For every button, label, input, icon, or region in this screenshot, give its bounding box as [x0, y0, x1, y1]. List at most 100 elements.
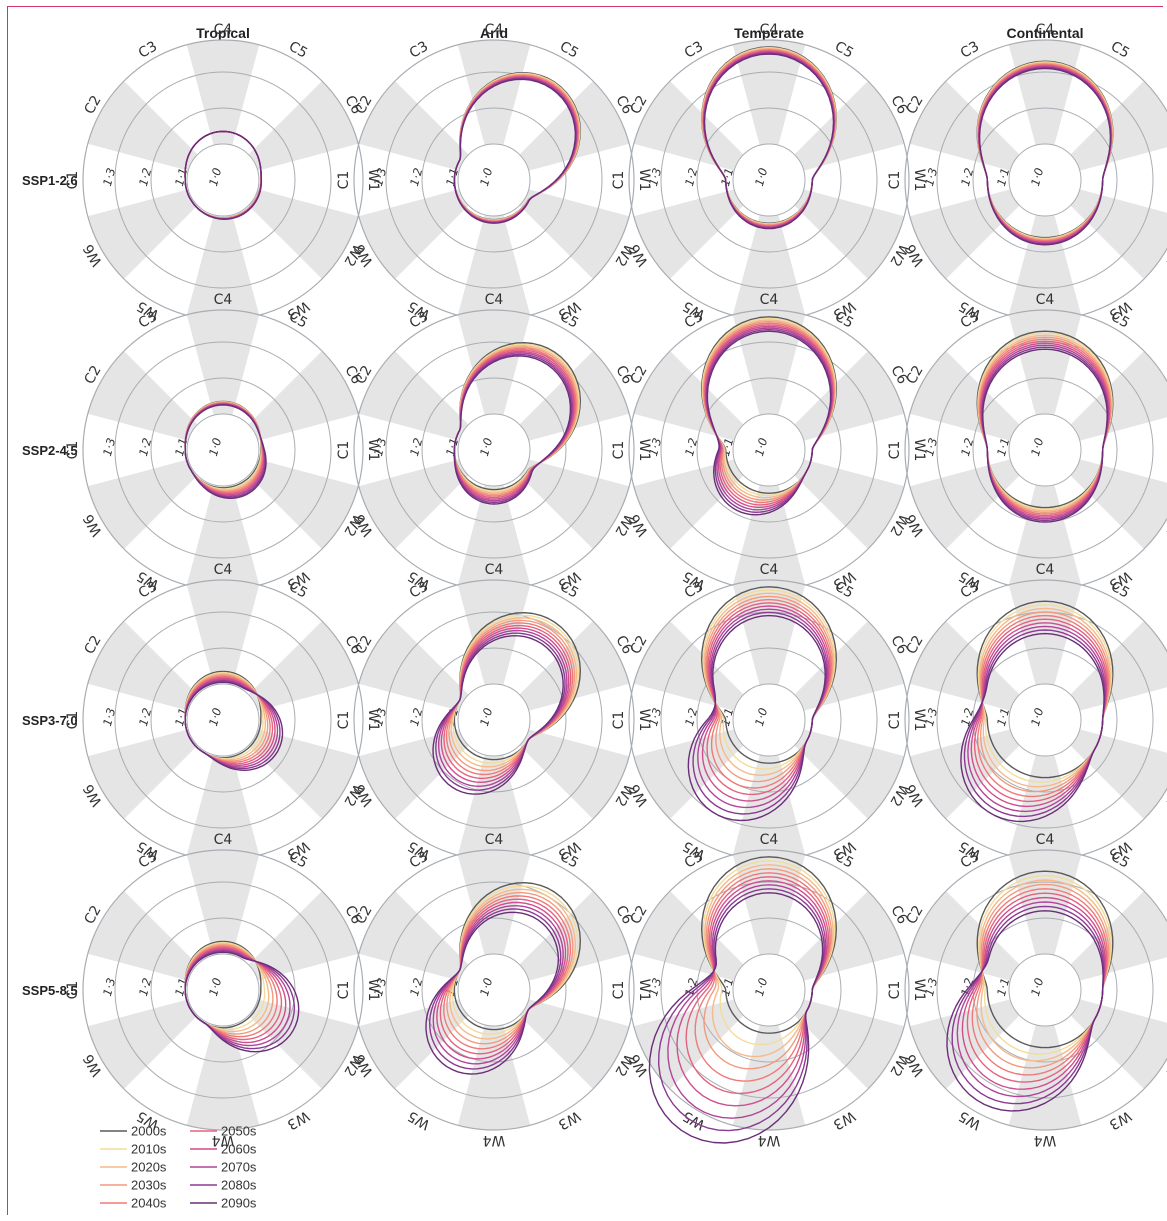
series-line-2000s [701, 586, 837, 764]
radial-tick-label: 1·3 [371, 976, 389, 997]
grid-circle [936, 341, 1154, 559]
direction-label: C1 [887, 981, 903, 1000]
legend-label: 2040s [131, 1196, 167, 1211]
sector-shade [186, 310, 260, 450]
radial-tick-label: 1·0 [477, 166, 495, 187]
grid-circle-outer [904, 849, 1167, 1131]
direction-label: C4 [760, 22, 779, 38]
sector-shade [769, 180, 905, 279]
series-line-2080s [951, 905, 1105, 1105]
direction-label: C4 [760, 562, 779, 578]
sector-shade [87, 990, 223, 1089]
grid-circle-outer [628, 849, 910, 1131]
direction-label: W1 [636, 439, 652, 462]
grid-circle [936, 881, 1154, 1099]
series-line-2020s [979, 879, 1111, 1062]
radial-tick-label: 1·0 [752, 436, 770, 457]
direction-label: W1 [365, 709, 381, 732]
radial-tick-label: 1·2 [682, 706, 700, 727]
radial-tick-label: 1·2 [136, 976, 154, 997]
grid-circle-inner [186, 143, 260, 217]
sector-shade [358, 720, 494, 819]
sector-shade [633, 720, 769, 819]
sector-shade [223, 720, 359, 819]
grid-circle-inner [186, 413, 260, 487]
series-line-2030s [704, 595, 834, 783]
radial-tick-label: 1·2 [407, 436, 425, 457]
grid-circle [660, 341, 878, 559]
grid-circle [936, 71, 1154, 289]
legend-label: 2030s [131, 1178, 167, 1193]
radial-tick-label: 1·2 [136, 706, 154, 727]
series-line-2090s [982, 348, 1108, 523]
radial-tick-label: 1·2 [407, 166, 425, 187]
series-line-2050s [973, 618, 1108, 803]
radial-tick-label: 1·0 [1028, 976, 1046, 997]
sector-shade [1045, 450, 1167, 549]
sector-shade [186, 720, 260, 860]
direction-label: C1 [611, 441, 627, 460]
direction-label: C1 [611, 711, 627, 730]
series-line-2050s [966, 892, 1107, 1083]
grid-circle [150, 377, 296, 523]
direction-label: C1 [336, 711, 352, 730]
grid-circle [421, 917, 567, 1063]
direction-label: W1 [365, 169, 381, 192]
sector-shade [358, 990, 494, 1089]
series-line-2090s [703, 53, 835, 230]
direction-label: C4 [214, 832, 233, 848]
grid-circle-inner [457, 683, 531, 757]
radial-tick-label: 1·1 [994, 706, 1012, 727]
radial-tick-label: 1·1 [994, 436, 1012, 457]
sector-shade [1045, 81, 1167, 180]
grid-circle-inner [457, 413, 531, 487]
direction-label: W3 [1106, 1107, 1134, 1132]
legend-label: 2050s [221, 1124, 257, 1139]
grid-circle-inner [1008, 683, 1082, 757]
sector-shade [732, 180, 806, 320]
column-title: Arid [480, 25, 508, 41]
direction-label: C5 [832, 38, 856, 61]
grid-circle [114, 611, 332, 829]
series-line-2060s [961, 896, 1106, 1090]
radial-tick-label: 1·3 [646, 436, 664, 457]
grid-circle-inner [732, 143, 806, 217]
direction-label: C1 [336, 171, 352, 190]
sector-shade [633, 81, 769, 180]
direction-label: C4 [760, 292, 779, 308]
direction-label: C3 [136, 38, 160, 61]
direction-label: W1 [636, 709, 652, 732]
grid-circle [696, 107, 842, 253]
direction-label: W1 [911, 169, 927, 192]
direction-label: C4 [214, 22, 233, 38]
series-line-2070s [967, 625, 1107, 813]
sector-shade [1008, 180, 1082, 320]
sector-shade [909, 990, 1045, 1089]
series-line-2090s [960, 632, 1105, 823]
column-title: Tropical [196, 25, 250, 41]
grid-circle [421, 107, 567, 253]
series-line-2040s [706, 598, 832, 789]
sector-shade [186, 990, 260, 1130]
direction-label: C4 [1036, 562, 1055, 578]
series-line-2000s [976, 870, 1114, 1049]
direction-label: C4 [485, 292, 504, 308]
direction-label: C4 [485, 562, 504, 578]
series-line-2090s [648, 892, 824, 1144]
radial-tick-label: 1·3 [922, 706, 940, 727]
figure-frame [7, 6, 1163, 1215]
grid-circle [696, 377, 842, 523]
radial-tick-label: 1·1 [718, 976, 736, 997]
column-title: Temperate [734, 25, 804, 41]
radial-tick-label: 1·1 [443, 436, 461, 457]
direction-label: W4 [212, 1132, 235, 1148]
sector-shade [186, 40, 260, 180]
grid-circle-inner [1008, 143, 1082, 217]
sector-shade [457, 450, 531, 591]
